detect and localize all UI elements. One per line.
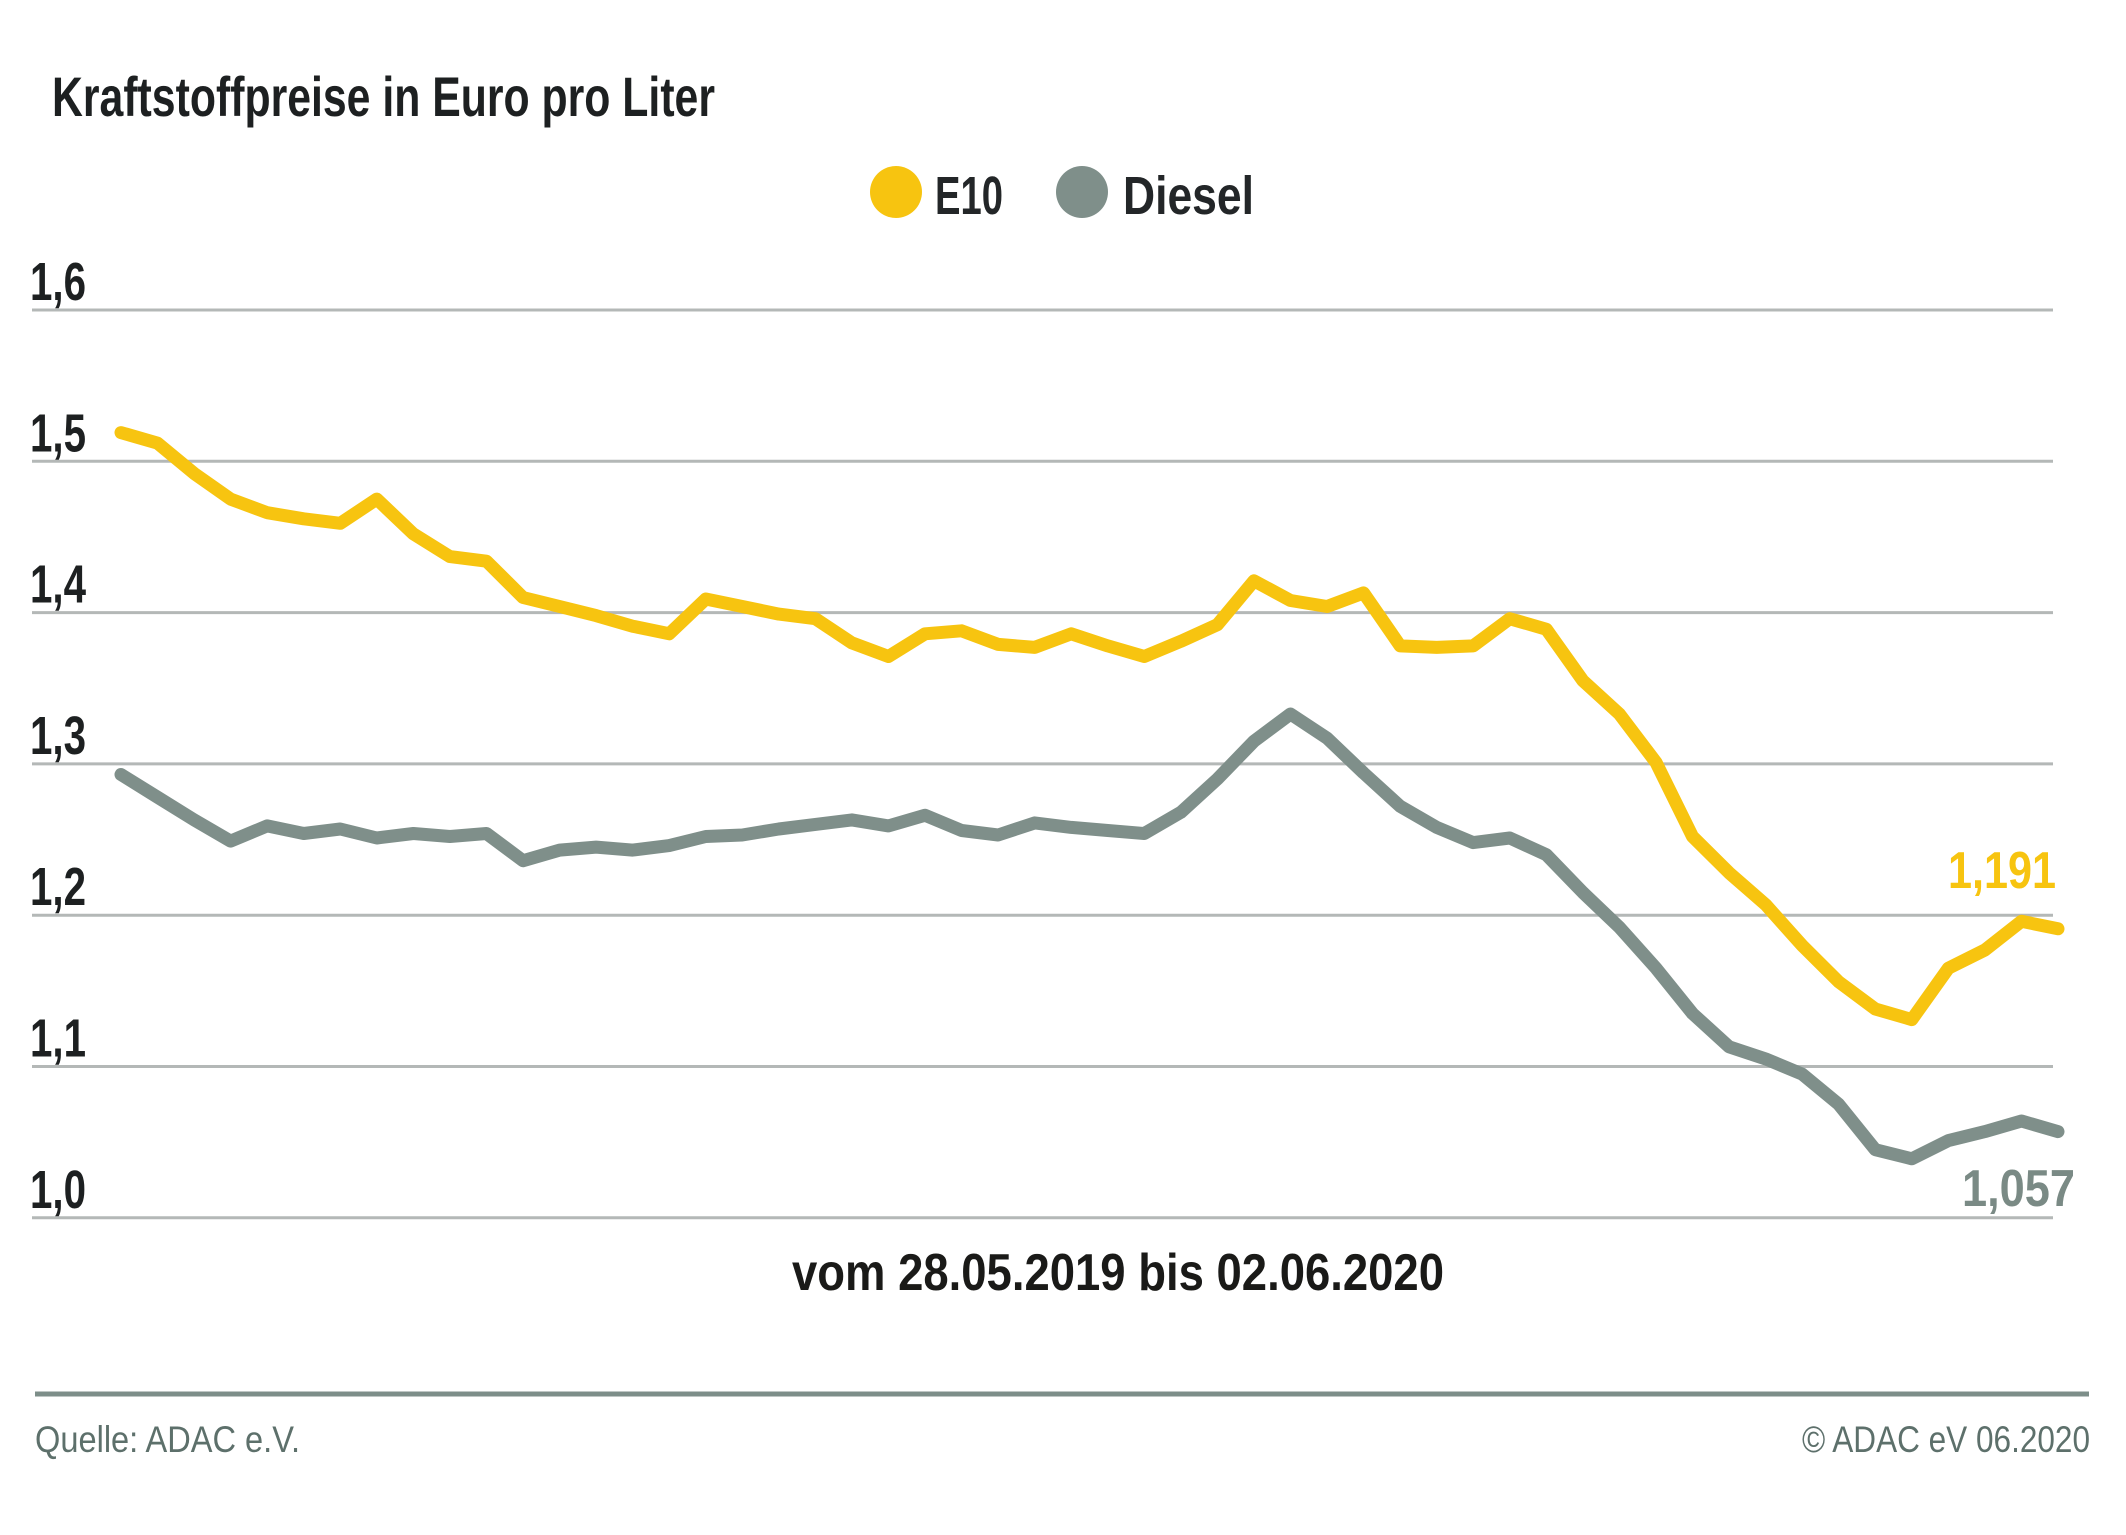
diesel-swatch-icon [1056,166,1108,218]
y-tick-label-1.5: 1,5 [30,403,86,463]
legend-label-e10: E10 [935,166,1003,226]
legend: E10 Diesel [870,166,1254,226]
series-diesel-line [114,707,2065,1166]
legend-item-e10: E10 [870,166,1003,226]
x-axis-caption: vom 28.05.2019 bis 02.06.2020 [792,1244,1444,1302]
e10-swatch-icon [870,166,922,218]
y-tick-label-1.3: 1,3 [30,706,86,766]
e10-end-value-label: 1,191 [1948,842,2056,900]
chart-title: Kraftstoffpreise in Euro pro Liter [52,65,715,128]
legend-label-diesel: Diesel [1123,166,1254,226]
y-gridlines [32,308,2053,1220]
y-tick-label-1.1: 1,1 [30,1009,86,1069]
y-tick-label-1: 1,0 [30,1160,86,1220]
y-tick-label-1.2: 1,2 [30,857,86,917]
y-axis-labels: 1,6 1,5 1,4 1,3 1,2 1,1 1,0 [30,252,86,1220]
series-lines [114,426,2065,1166]
series-e10-line [114,426,2065,1027]
y-tick-label-1.4: 1,4 [30,555,86,615]
y-tick-label-1.6: 1,6 [30,252,86,312]
copyright-label: © ADAC eV 06.2020 [1802,1419,2090,1460]
diesel-end-value-label: 1,057 [1962,1160,2075,1218]
source-label: Quelle: ADAC e.V. [35,1419,300,1460]
legend-item-diesel: Diesel [1056,166,1254,226]
